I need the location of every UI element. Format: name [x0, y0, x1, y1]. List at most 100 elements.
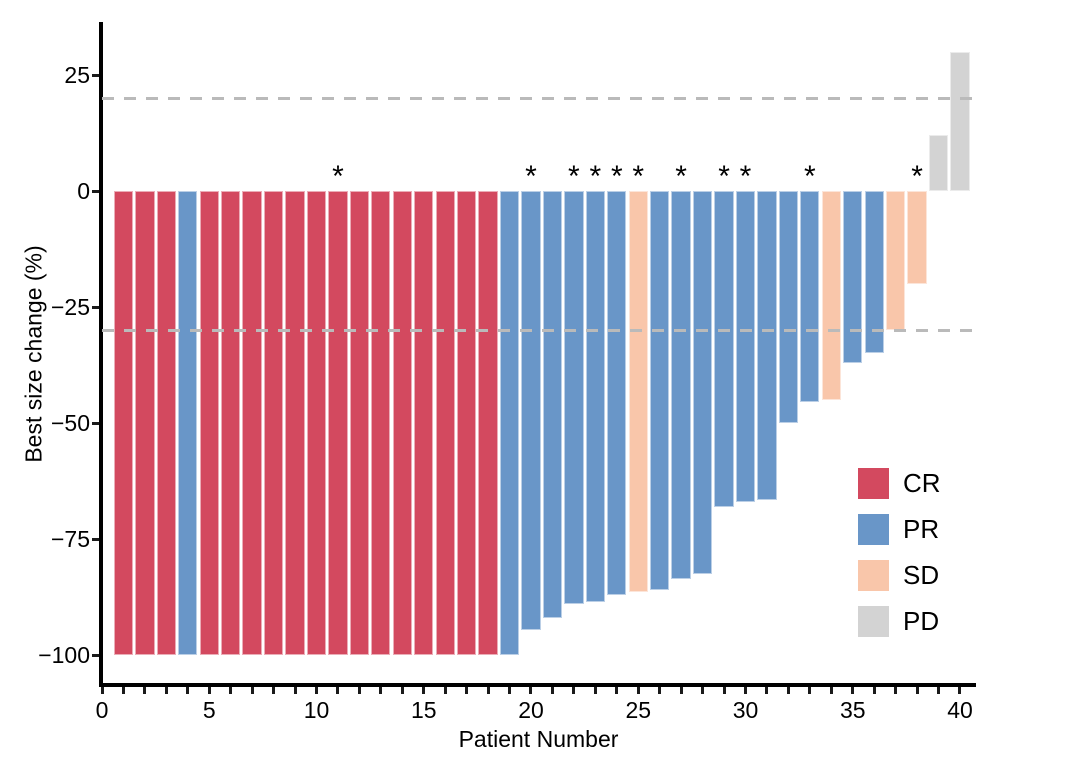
star-patient-23: *	[589, 160, 602, 194]
star-patient-33: *	[803, 160, 816, 194]
bar-patient-29	[714, 191, 734, 507]
x-tick-23	[593, 686, 597, 694]
bar-patient-31	[757, 191, 777, 500]
x-tick-9	[293, 686, 297, 694]
y-tick-label--50: −50	[50, 410, 90, 437]
x-tick-12	[357, 686, 361, 694]
legend-item-cr: CR	[858, 468, 941, 499]
bar-patient-10	[306, 191, 327, 656]
x-tick-31	[765, 686, 769, 694]
legend-label-pr: PR	[903, 514, 940, 544]
bar-patient-33	[800, 191, 820, 403]
bar-patient-23	[585, 191, 605, 602]
x-tick-34	[829, 686, 833, 694]
y-tick-label--100: −100	[38, 642, 90, 669]
bar-patient-18	[478, 191, 498, 656]
bar-patient-37	[885, 191, 906, 331]
bar-patient-21	[542, 191, 563, 619]
x-tick-11	[336, 686, 340, 694]
x-tick-17	[465, 686, 469, 694]
x-tick-4	[186, 686, 190, 694]
x-tick-37	[894, 686, 898, 694]
bar-patient-14	[392, 191, 412, 656]
y-tick-label-25: 25	[64, 62, 90, 89]
x-tick-10	[314, 686, 318, 694]
y-tick--50	[92, 421, 99, 425]
star-patient-30: *	[739, 160, 752, 194]
x-tick-25	[636, 686, 640, 694]
x-axis-line	[99, 683, 976, 687]
bar-patient-11	[328, 191, 348, 656]
legend-swatch-sd	[858, 560, 889, 591]
x-tick-27	[679, 686, 683, 694]
x-tick-8	[272, 686, 276, 694]
x-tick-35	[851, 686, 855, 694]
x-tick-15	[422, 686, 426, 694]
bar-patient-3	[156, 191, 176, 656]
legend-item-pr: PR	[858, 514, 941, 545]
y-tick-label--25: −25	[50, 294, 90, 321]
legend-swatch-cr	[858, 468, 889, 499]
x-tick-20	[529, 686, 533, 694]
bar-patient-38	[907, 191, 927, 284]
legend-swatch-pr	[858, 514, 889, 545]
bar-patient-34	[821, 191, 841, 400]
bar-patient-7	[242, 191, 262, 656]
bar-patient-4	[178, 191, 198, 656]
bar-patient-30	[735, 191, 756, 502]
y-tick-25	[92, 73, 99, 77]
y-tick--75	[92, 537, 99, 541]
bar-patient-17	[456, 191, 477, 656]
bar-patient-20	[521, 191, 541, 630]
star-patient-25: *	[632, 160, 645, 194]
x-tick-38	[915, 686, 919, 694]
x-tick-label-30: 30	[732, 697, 759, 723]
star-patient-27: *	[675, 160, 687, 194]
x-tick-22	[572, 686, 576, 694]
star-patient-11: *	[332, 160, 344, 194]
bar-patient-24	[607, 191, 627, 595]
y-tick--100	[92, 653, 99, 657]
x-tick-32	[786, 686, 790, 694]
legend-swatch-pd	[858, 606, 889, 637]
bar-patient-27	[671, 191, 691, 579]
x-tick-14	[400, 686, 404, 694]
x-tick-label-20: 20	[518, 697, 544, 723]
x-tick-label-40: 40	[947, 697, 973, 723]
x-tick-5	[207, 686, 211, 694]
x-tick-30	[743, 686, 747, 694]
bar-patient-16	[435, 191, 455, 656]
x-tick-label-0: 0	[95, 697, 109, 723]
bar-patient-40	[950, 51, 970, 192]
x-axis-title: Patient Number	[458, 726, 619, 752]
bar-patient-28	[692, 191, 713, 574]
bar-patient-8	[263, 191, 284, 656]
bar-patient-2	[135, 191, 155, 656]
star-patient-20: *	[525, 160, 537, 194]
x-tick-39	[937, 686, 941, 694]
bar-patient-22	[564, 191, 584, 605]
x-tick-28	[701, 686, 705, 694]
y-axis-line	[99, 22, 103, 687]
legend-label-cr: CR	[903, 468, 941, 498]
x-tick-label-5: 5	[202, 697, 216, 723]
x-tick-16	[443, 686, 447, 694]
bar-patient-12	[349, 191, 370, 656]
x-tick-40	[958, 686, 962, 694]
star-patient-29: *	[718, 160, 730, 194]
x-tick-label-15: 15	[410, 697, 437, 723]
legend-label-sd: SD	[903, 560, 940, 590]
legend-item-pd: PD	[858, 606, 941, 637]
x-tick-29	[722, 686, 726, 694]
bar-patient-36	[864, 191, 884, 354]
y-tick-label-0: 0	[77, 178, 90, 205]
bar-patient-32	[778, 191, 799, 424]
bar-patient-39	[928, 135, 949, 192]
x-tick-label-35: 35	[839, 697, 866, 723]
y-tick-label--75: −75	[50, 526, 90, 553]
threshold-line-20	[102, 96, 975, 100]
y-tick--25	[92, 305, 99, 309]
bar-patient-5	[199, 191, 219, 656]
legend-item-sd: SD	[858, 560, 941, 591]
